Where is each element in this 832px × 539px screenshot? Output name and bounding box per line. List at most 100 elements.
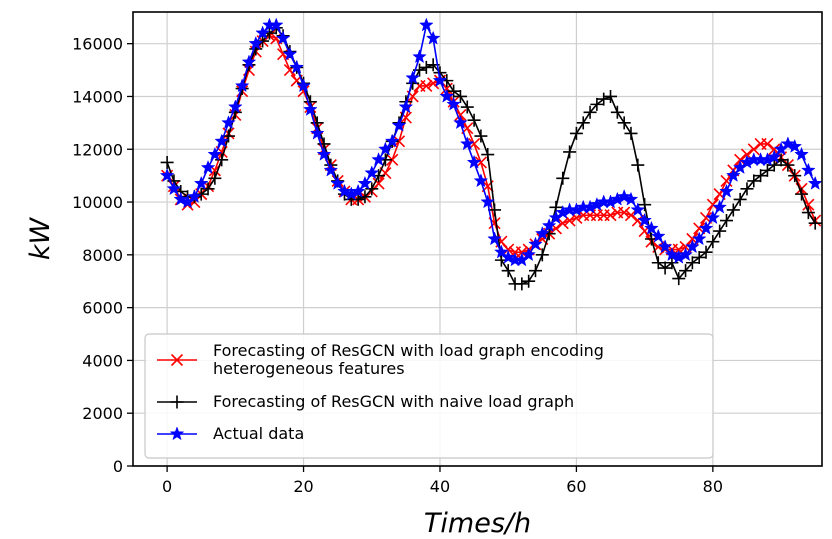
data-point xyxy=(801,162,816,177)
data-point xyxy=(597,92,611,106)
data-point xyxy=(706,235,720,249)
data-point xyxy=(337,183,352,198)
data-point xyxy=(453,89,467,103)
data-point xyxy=(528,236,543,251)
data-point xyxy=(473,173,489,188)
data-point xyxy=(767,158,781,172)
data-point xyxy=(193,175,209,190)
data-point xyxy=(780,136,796,151)
data-point xyxy=(268,17,284,32)
data-point xyxy=(521,247,536,262)
data-point xyxy=(208,171,222,185)
data-point xyxy=(425,30,441,45)
data-point xyxy=(160,155,174,169)
y-axis: 0 2000 4000 6000 8000 10000 12000 14000 16000 xyxy=(72,35,133,476)
data-point xyxy=(638,198,652,212)
data-point xyxy=(808,216,822,230)
data-point xyxy=(289,59,305,74)
data-point xyxy=(713,224,727,238)
data-point xyxy=(734,153,747,166)
data-point xyxy=(412,49,427,64)
data-point xyxy=(650,228,666,243)
data-point xyxy=(419,60,433,74)
y-tick-label: 16000 xyxy=(72,35,123,54)
legend-marker xyxy=(170,395,184,409)
series-line xyxy=(166,24,816,261)
data-point xyxy=(248,35,264,50)
data-point xyxy=(420,79,433,92)
data-point xyxy=(604,89,618,103)
data-point xyxy=(488,203,502,217)
data-point xyxy=(534,226,550,240)
data-point xyxy=(794,146,809,161)
x-tick-label: 0 xyxy=(162,477,172,496)
data-point xyxy=(541,218,557,233)
data-point xyxy=(398,99,414,114)
plot-frame xyxy=(132,11,823,467)
data-point xyxy=(234,78,250,93)
data-point xyxy=(685,239,700,254)
data-point xyxy=(275,30,291,45)
y-tick-label: 8000 xyxy=(82,246,123,265)
data-point xyxy=(460,100,474,114)
x-tick-label: 40 xyxy=(430,477,450,496)
data-point xyxy=(698,220,714,235)
legend-label: heterogeneous features xyxy=(213,359,405,378)
legend-box xyxy=(144,333,714,459)
y-tick-label: 0 xyxy=(113,457,123,476)
data-point xyxy=(754,169,768,183)
data-point xyxy=(405,70,421,85)
data-point xyxy=(214,133,230,148)
data-point xyxy=(386,153,399,166)
data-point xyxy=(576,116,590,130)
data-point xyxy=(173,191,189,206)
legend-label: Forecasting of ResGCN with naive load gr… xyxy=(213,392,574,411)
x-tick-label: 20 xyxy=(293,477,313,496)
legend-marker xyxy=(170,353,184,367)
data-point xyxy=(631,158,645,172)
data-point xyxy=(747,143,760,156)
data-point xyxy=(439,88,455,103)
data-point xyxy=(480,194,496,209)
data-point xyxy=(651,256,665,270)
series-line xyxy=(166,27,816,285)
data-point xyxy=(227,99,243,114)
data-point xyxy=(637,212,652,227)
data-point xyxy=(351,192,365,206)
data-point xyxy=(618,206,631,219)
data-point xyxy=(644,220,659,235)
data-point xyxy=(733,192,747,206)
data-point xyxy=(712,199,728,214)
data-point xyxy=(384,133,400,148)
data-point xyxy=(391,117,407,132)
x-axis-title: Times/h xyxy=(424,508,531,539)
data-point xyxy=(453,115,468,130)
data-point xyxy=(481,148,495,162)
data-point xyxy=(569,126,583,140)
x-axis: 0 20 40 60 80 xyxy=(162,466,723,496)
data-point xyxy=(159,167,175,182)
data-point xyxy=(466,154,482,169)
data-point xyxy=(323,162,339,177)
data-point xyxy=(787,138,803,153)
data-point xyxy=(357,175,373,190)
y-tick-label: 14000 xyxy=(72,87,123,106)
data-point xyxy=(617,116,631,130)
data-point xyxy=(459,136,475,151)
data-point xyxy=(590,97,604,111)
legend-label: Forecasting of ResGCN with load graph en… xyxy=(213,341,604,360)
data-point xyxy=(604,209,617,222)
data-point xyxy=(761,137,774,151)
data-point xyxy=(487,231,502,246)
data-point xyxy=(515,277,529,291)
data-point xyxy=(583,105,597,119)
data-point xyxy=(316,146,332,161)
data-point xyxy=(502,243,515,256)
data-point xyxy=(788,169,802,183)
data-point xyxy=(795,187,809,201)
data-point xyxy=(303,101,318,116)
legend: Forecasting of ResGCN with load graph en… xyxy=(144,333,714,459)
y-tick-label: 4000 xyxy=(82,351,123,370)
data-point xyxy=(350,183,366,198)
